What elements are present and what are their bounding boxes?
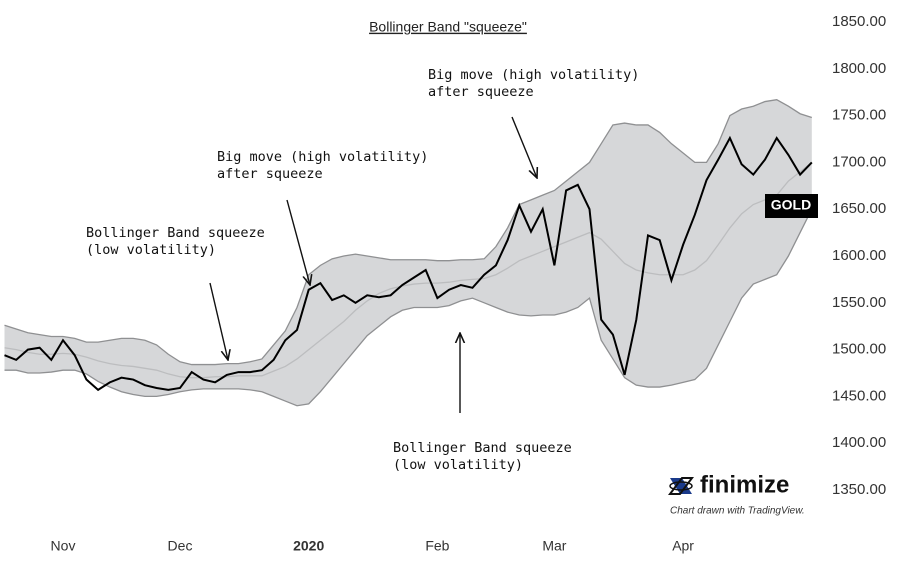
band-line [4,208,813,407]
y-tick-label: 1600.00 [832,247,886,264]
annotation: Bollinger Band squeeze [393,440,572,456]
brand: finimize [700,471,789,498]
annotation: (low volatility) [393,457,523,473]
x-tick-label: Apr [672,538,694,554]
annotation: Bollinger Band squeeze [86,225,265,241]
x-tick-label: 2020 [293,538,324,554]
x-tick-label: Dec [168,538,193,554]
y-tick-label: 1350.00 [832,481,886,498]
x-tick-label: Mar [542,538,566,554]
x-tick-label: Feb [425,538,449,554]
annotation: after squeeze [217,166,323,182]
arrow [209,282,228,360]
arrow [286,199,310,285]
logo-icon [668,477,694,495]
y-tick-label: 1450.00 [832,387,886,404]
arrow [511,116,537,178]
price-line [4,135,813,392]
y-tick-label: 1800.00 [832,60,886,77]
y-tick-label: 1400.00 [832,434,886,451]
chart-title: Bollinger Band "squeeze" [369,19,527,35]
legend-tag [765,194,818,218]
credit: Chart drawn with TradingView. [670,506,805,517]
y-tick-label: 1500.00 [832,341,886,358]
y-tick-label: 1850.00 [832,13,886,30]
annotation: after squeeze [428,84,534,100]
band-fill [4,99,812,406]
y-tick-label: 1750.00 [832,107,886,124]
y-tick-label: 1700.00 [832,153,886,170]
band-line [4,161,813,379]
legend-label: GOLD [771,197,811,213]
x-tick-label: Nov [51,538,76,554]
plot-area [4,99,813,407]
annotation: (low volatility) [86,242,216,258]
annotation: Big move (high volatility) [217,149,428,165]
y-tick-label: 1650.00 [832,200,886,217]
annotation: Big move (high volatility) [428,67,639,83]
band-line [4,99,812,366]
y-tick-label: 1550.00 [832,294,886,311]
